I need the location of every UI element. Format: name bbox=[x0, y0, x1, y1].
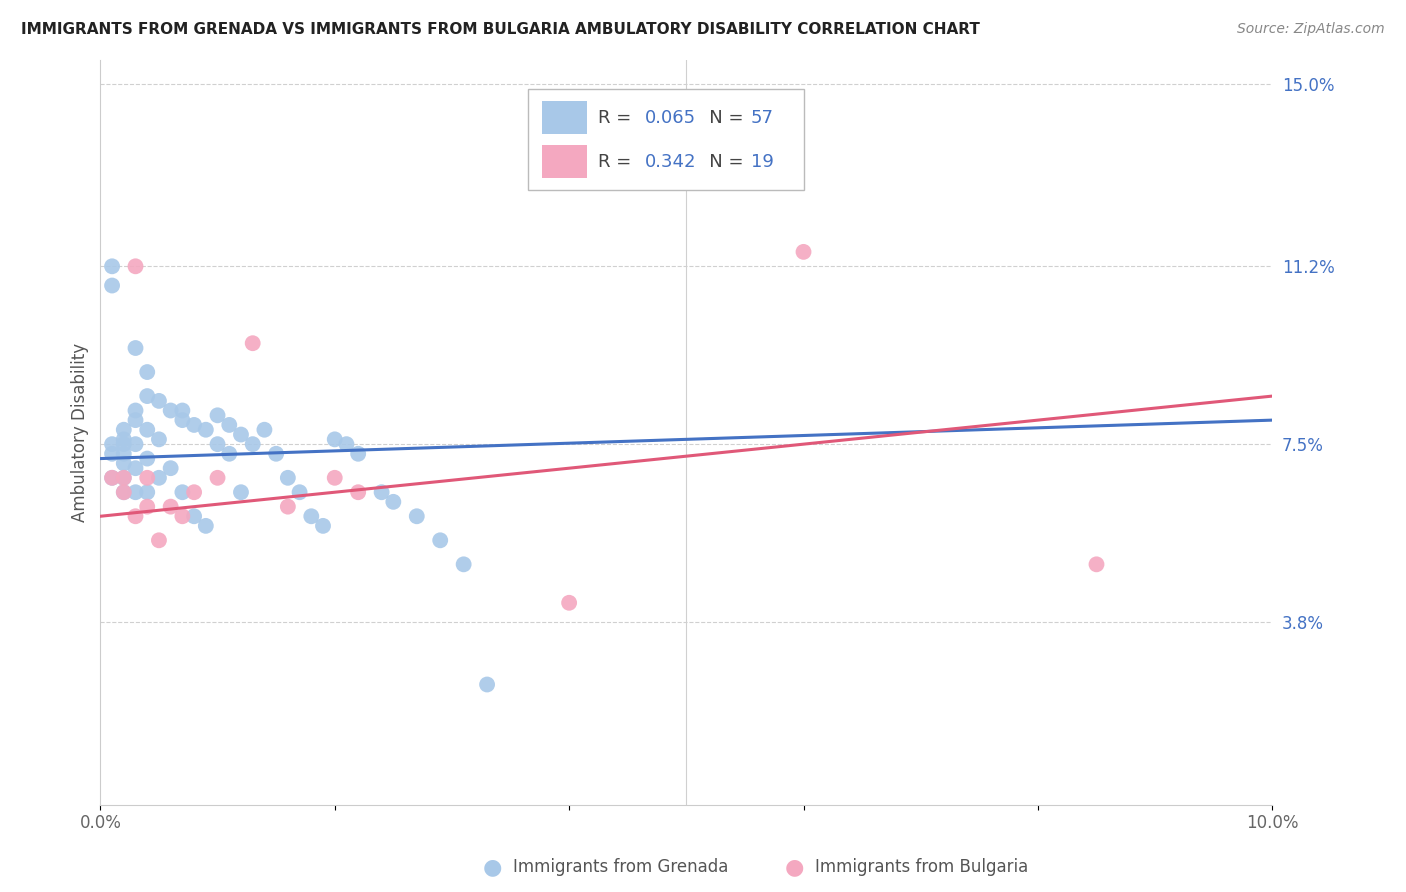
Point bbox=[159, 403, 181, 417]
Point bbox=[558, 596, 581, 610]
Point bbox=[172, 403, 194, 417]
Point bbox=[172, 413, 194, 427]
Point bbox=[136, 389, 159, 403]
Point bbox=[429, 533, 451, 548]
Point bbox=[101, 260, 124, 274]
Point bbox=[183, 417, 205, 432]
Point bbox=[112, 437, 135, 451]
Point bbox=[136, 451, 159, 466]
Text: ●: ● bbox=[482, 857, 502, 877]
Point bbox=[475, 677, 498, 691]
Point bbox=[242, 437, 264, 451]
Point bbox=[229, 485, 252, 500]
Text: Immigrants from Bulgaria: Immigrants from Bulgaria bbox=[815, 858, 1029, 876]
Point bbox=[148, 471, 170, 485]
Point bbox=[101, 471, 124, 485]
Point bbox=[194, 423, 217, 437]
Point bbox=[112, 447, 135, 461]
Point bbox=[124, 341, 146, 355]
Point bbox=[792, 244, 814, 259]
Point bbox=[312, 519, 335, 533]
Point bbox=[242, 336, 264, 351]
Point bbox=[124, 509, 146, 524]
Point bbox=[335, 437, 357, 451]
Point bbox=[112, 471, 135, 485]
Point bbox=[124, 461, 146, 475]
Point bbox=[112, 471, 135, 485]
Point bbox=[288, 485, 311, 500]
Point bbox=[218, 447, 240, 461]
Point bbox=[194, 519, 217, 533]
Point bbox=[136, 500, 159, 514]
Point bbox=[101, 471, 124, 485]
Point bbox=[264, 447, 287, 461]
Point bbox=[453, 558, 475, 572]
Point bbox=[218, 417, 240, 432]
Text: 19: 19 bbox=[751, 153, 773, 171]
Point bbox=[136, 365, 159, 379]
Point bbox=[277, 471, 299, 485]
FancyBboxPatch shape bbox=[543, 145, 586, 178]
Point bbox=[323, 433, 346, 447]
Point bbox=[370, 485, 392, 500]
FancyBboxPatch shape bbox=[543, 101, 586, 134]
Text: 57: 57 bbox=[751, 109, 773, 127]
Point bbox=[112, 423, 135, 437]
Point bbox=[101, 437, 124, 451]
Point bbox=[183, 509, 205, 524]
Point bbox=[1085, 558, 1108, 572]
Point bbox=[136, 485, 159, 500]
FancyBboxPatch shape bbox=[529, 89, 803, 190]
Point bbox=[136, 471, 159, 485]
Point bbox=[124, 437, 146, 451]
Point bbox=[207, 437, 229, 451]
Point bbox=[347, 485, 370, 500]
Point bbox=[172, 509, 194, 524]
Point bbox=[101, 447, 124, 461]
Point bbox=[207, 471, 229, 485]
Point bbox=[405, 509, 427, 524]
Text: R =: R = bbox=[599, 109, 637, 127]
Text: Immigrants from Grenada: Immigrants from Grenada bbox=[513, 858, 728, 876]
Point bbox=[112, 485, 135, 500]
Point bbox=[124, 403, 146, 417]
Point bbox=[112, 456, 135, 470]
Point bbox=[124, 413, 146, 427]
Point bbox=[323, 471, 346, 485]
Text: ●: ● bbox=[785, 857, 804, 877]
Text: N =: N = bbox=[692, 109, 749, 127]
Point bbox=[183, 485, 205, 500]
Point bbox=[124, 260, 146, 274]
Point bbox=[148, 433, 170, 447]
Point bbox=[299, 509, 322, 524]
Point bbox=[112, 433, 135, 447]
Y-axis label: Ambulatory Disability: Ambulatory Disability bbox=[72, 343, 89, 522]
Point bbox=[229, 427, 252, 442]
Point bbox=[148, 533, 170, 548]
Text: 0.342: 0.342 bbox=[645, 153, 697, 171]
Point bbox=[112, 485, 135, 500]
Text: 0.065: 0.065 bbox=[645, 109, 696, 127]
Point bbox=[253, 423, 276, 437]
Point bbox=[347, 447, 370, 461]
Text: N =: N = bbox=[692, 153, 749, 171]
Point bbox=[101, 278, 124, 293]
Point bbox=[124, 485, 146, 500]
Point bbox=[207, 409, 229, 423]
Point bbox=[159, 461, 181, 475]
Point bbox=[277, 500, 299, 514]
Point bbox=[172, 485, 194, 500]
Text: R =: R = bbox=[599, 153, 637, 171]
Point bbox=[382, 495, 405, 509]
Point bbox=[136, 423, 159, 437]
Text: IMMIGRANTS FROM GRENADA VS IMMIGRANTS FROM BULGARIA AMBULATORY DISABILITY CORREL: IMMIGRANTS FROM GRENADA VS IMMIGRANTS FR… bbox=[21, 22, 980, 37]
Point bbox=[148, 393, 170, 408]
Text: Source: ZipAtlas.com: Source: ZipAtlas.com bbox=[1237, 22, 1385, 37]
Point bbox=[159, 500, 181, 514]
